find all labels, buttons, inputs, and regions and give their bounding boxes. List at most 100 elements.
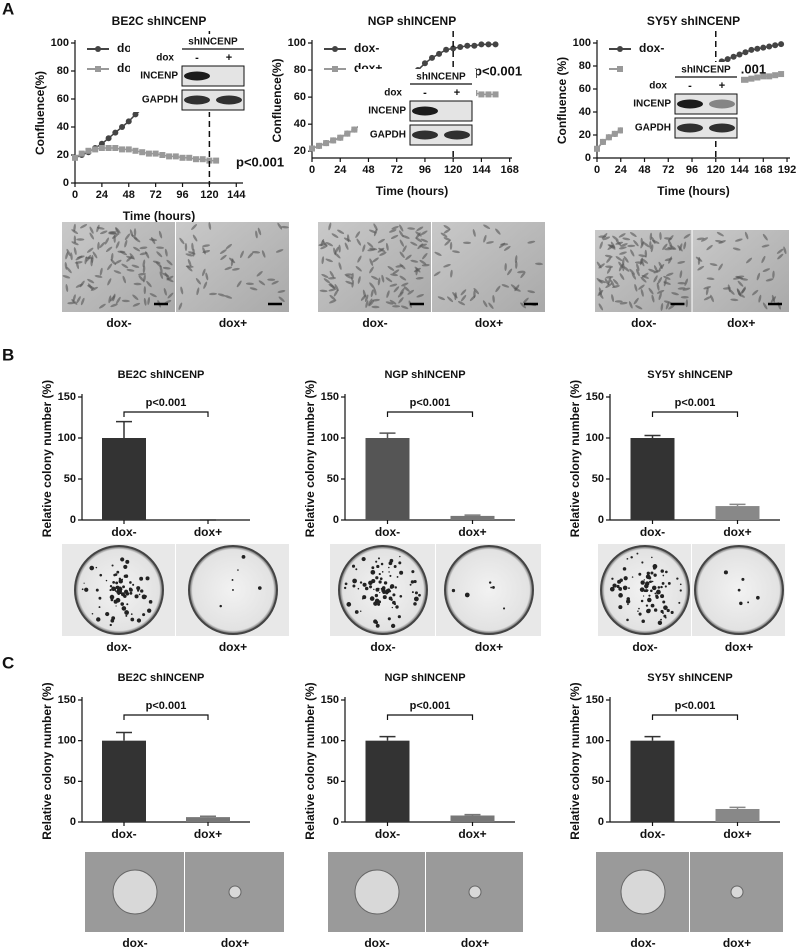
data-point bbox=[754, 45, 761, 52]
cell bbox=[166, 259, 173, 266]
x-tick-label: 168 bbox=[500, 164, 518, 176]
cell bbox=[249, 287, 258, 291]
data-point bbox=[125, 118, 132, 125]
cell bbox=[644, 249, 648, 258]
image bbox=[62, 544, 175, 636]
colony bbox=[343, 586, 347, 590]
y-tick-label: 80 bbox=[579, 60, 591, 72]
cell bbox=[245, 282, 254, 285]
sphere bbox=[354, 869, 400, 915]
cell bbox=[267, 278, 276, 281]
cell bbox=[677, 260, 686, 264]
colony bbox=[645, 604, 649, 607]
image bbox=[185, 852, 284, 932]
image bbox=[598, 544, 691, 636]
colony bbox=[625, 599, 631, 604]
cell bbox=[399, 230, 404, 238]
cell bbox=[331, 233, 339, 239]
cell bbox=[115, 241, 120, 249]
x-tick-label: dox- bbox=[640, 827, 665, 841]
cell bbox=[535, 262, 544, 266]
error-bar bbox=[116, 731, 132, 741]
cell bbox=[641, 258, 649, 264]
chart-title: SY5Y shINCENP bbox=[647, 14, 740, 28]
cell bbox=[121, 263, 129, 269]
cell bbox=[640, 276, 647, 283]
cell bbox=[658, 292, 662, 301]
colony bbox=[136, 586, 141, 591]
colony bbox=[413, 579, 417, 584]
bar bbox=[102, 438, 146, 520]
x-tick-label: dox+ bbox=[194, 525, 222, 539]
data-point bbox=[760, 44, 767, 51]
x-tick-label: 144 bbox=[472, 164, 491, 176]
cell bbox=[433, 271, 441, 277]
data-point bbox=[478, 91, 485, 98]
cell bbox=[671, 292, 679, 296]
cell bbox=[402, 235, 410, 239]
x-tick-label: 24 bbox=[334, 164, 347, 176]
x-tick-label: dox- bbox=[640, 525, 665, 539]
cell bbox=[422, 252, 428, 260]
cell bbox=[770, 296, 777, 303]
y-tick-label: 0 bbox=[70, 514, 76, 526]
colony bbox=[232, 589, 234, 591]
colony bbox=[382, 589, 384, 591]
cell bbox=[649, 232, 653, 241]
blot-title: shINCENP bbox=[188, 37, 238, 48]
colony bbox=[389, 584, 395, 589]
image bbox=[690, 852, 783, 932]
colony bbox=[359, 581, 363, 584]
colony bbox=[612, 583, 617, 588]
colony bbox=[737, 588, 741, 592]
cell bbox=[124, 239, 128, 248]
cell bbox=[450, 269, 453, 278]
colony bbox=[138, 593, 141, 596]
data-point bbox=[748, 46, 755, 53]
colony bbox=[662, 612, 664, 614]
cell bbox=[104, 237, 110, 245]
cell bbox=[457, 301, 466, 306]
colony bbox=[670, 610, 674, 615]
data-point bbox=[754, 74, 761, 81]
cell bbox=[706, 244, 713, 251]
cell bbox=[94, 275, 103, 278]
colony bbox=[111, 564, 114, 567]
cell bbox=[108, 295, 112, 304]
y-tick-label: 60 bbox=[579, 83, 591, 95]
colony bbox=[376, 564, 380, 569]
data-point bbox=[119, 146, 126, 153]
cell bbox=[143, 297, 147, 306]
cell bbox=[203, 281, 208, 289]
colony bbox=[117, 589, 120, 592]
colony bbox=[91, 612, 94, 615]
cell bbox=[515, 260, 518, 269]
y-tick-label: 0 bbox=[585, 152, 591, 164]
significance-bracket bbox=[651, 714, 739, 720]
cell bbox=[513, 287, 521, 292]
cell bbox=[399, 251, 405, 259]
colony bbox=[397, 615, 401, 619]
cell bbox=[684, 278, 689, 286]
cell bbox=[762, 268, 771, 273]
blot-lane-label: - bbox=[195, 52, 199, 64]
cell bbox=[612, 278, 619, 286]
data-point bbox=[139, 149, 146, 156]
colony bbox=[99, 573, 103, 577]
chart-title: NGP shINCENP bbox=[368, 14, 456, 28]
cell bbox=[73, 247, 77, 255]
colony bbox=[741, 577, 745, 581]
cell bbox=[338, 244, 341, 253]
cell bbox=[337, 229, 345, 234]
bar bbox=[630, 438, 675, 520]
significance-bracket bbox=[386, 714, 474, 720]
data-point bbox=[199, 156, 206, 163]
cell bbox=[629, 268, 635, 275]
cell bbox=[371, 305, 380, 309]
cell bbox=[346, 234, 350, 243]
data-point bbox=[443, 46, 450, 53]
x-tick-label: dox+ bbox=[723, 827, 751, 841]
error-bar bbox=[644, 735, 661, 741]
y-tick-label: 100 bbox=[51, 37, 69, 49]
colony bbox=[352, 578, 357, 584]
